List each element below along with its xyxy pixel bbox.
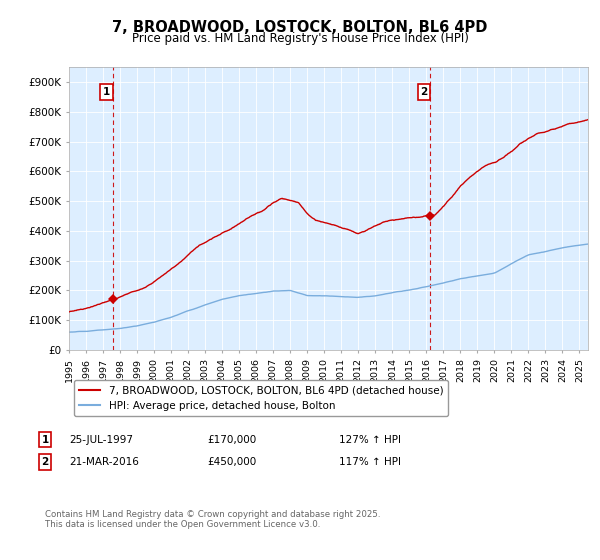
Text: Contains HM Land Registry data © Crown copyright and database right 2025.
This d: Contains HM Land Registry data © Crown c…: [45, 510, 380, 529]
Text: 25-JUL-1997: 25-JUL-1997: [69, 435, 133, 445]
Text: 2: 2: [41, 457, 49, 467]
Text: 117% ↑ HPI: 117% ↑ HPI: [339, 457, 401, 467]
Text: 1: 1: [103, 87, 110, 97]
Text: 2: 2: [420, 87, 428, 97]
Text: 21-MAR-2016: 21-MAR-2016: [69, 457, 139, 467]
Text: £450,000: £450,000: [207, 457, 256, 467]
Text: Price paid vs. HM Land Registry's House Price Index (HPI): Price paid vs. HM Land Registry's House …: [131, 32, 469, 45]
Text: 127% ↑ HPI: 127% ↑ HPI: [339, 435, 401, 445]
Text: 7, BROADWOOD, LOSTOCK, BOLTON, BL6 4PD: 7, BROADWOOD, LOSTOCK, BOLTON, BL6 4PD: [112, 20, 488, 35]
Text: £170,000: £170,000: [207, 435, 256, 445]
Legend: 7, BROADWOOD, LOSTOCK, BOLTON, BL6 4PD (detached house), HPI: Average price, det: 7, BROADWOOD, LOSTOCK, BOLTON, BL6 4PD (…: [74, 380, 448, 416]
Text: 1: 1: [41, 435, 49, 445]
